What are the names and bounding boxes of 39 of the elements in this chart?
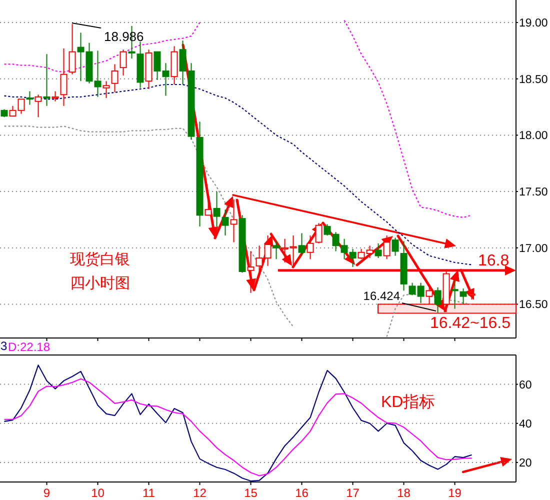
y-tick-label: 60 [519,379,532,392]
y-tick-label: 17.50 [519,186,548,199]
x-tick-label: 17 [346,486,360,500]
annotation: 现货白银 [70,251,130,268]
line-series [4,364,472,482]
x-tick-label: 11 [142,486,156,500]
candlestick [170,46,178,85]
candlestick [196,121,204,227]
ref-line-label: 16.8 [478,252,510,270]
y-tick-label: 40 [519,418,532,430]
candlestick [111,64,118,93]
x-tick-label: 15 [244,486,258,500]
line-series [4,84,472,266]
y-tick-label: 19.00 [519,18,548,30]
y-tick-label: 18.00 [519,130,548,142]
text: D:22.18 [8,340,50,354]
text: 3 [0,339,8,353]
x-tick-label: 16 [295,486,309,500]
x-tick-label: 19 [448,486,462,500]
annotation: 四小时图 [70,275,130,292]
candlestick [247,250,254,294]
candlestick [213,191,220,227]
line-series [4,378,472,476]
candlestick [222,209,229,236]
candlestick [60,48,68,106]
candlestick [43,54,50,106]
candlestick [230,198,238,243]
x-tick-label: 10 [91,486,105,500]
x-tick-label: 18 [397,486,411,500]
x-tick-label: 12 [193,486,207,500]
x-tick-label: 9 [43,486,50,500]
band-label: 16.42~16.5 [430,315,511,332]
annotation: KD指标 [381,393,436,411]
candlestick [136,41,144,88]
y-tick-label: 20 [519,457,532,470]
annotation: 16.424 [363,289,400,303]
y-tick-label: 17.00 [519,242,548,255]
y-tick-label: 18.50 [519,74,548,86]
y-tick-label: 16.50 [519,299,548,312]
